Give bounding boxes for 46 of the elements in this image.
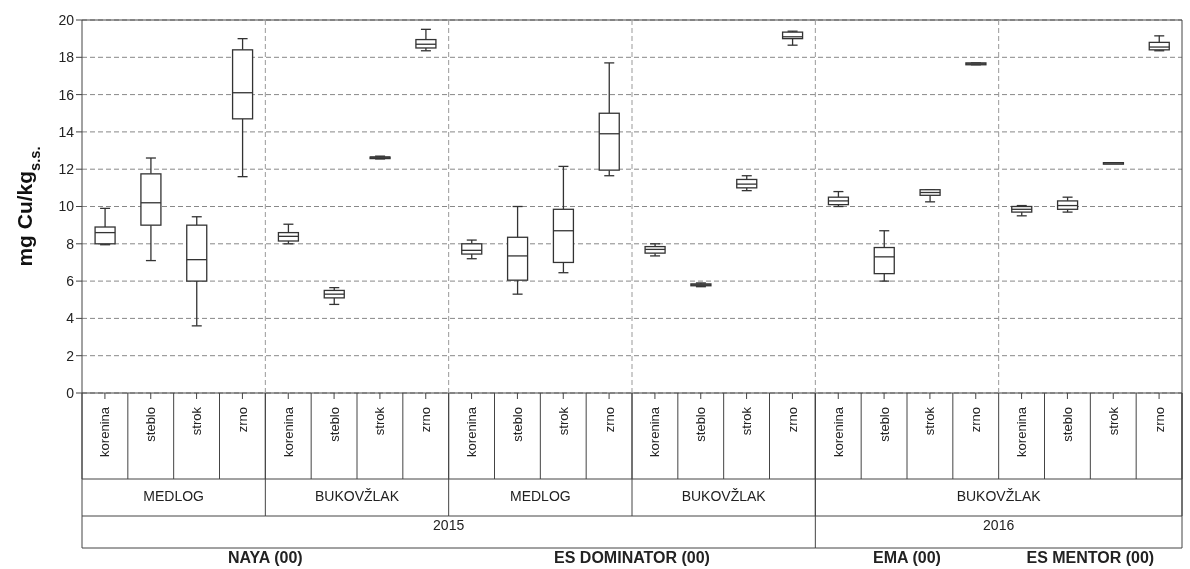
x-tick-label: strok [189, 406, 205, 436]
y-tick-label: 20 [58, 11, 75, 28]
text: BUKOVŽLAK [314, 488, 400, 504]
x-tick-label: zrno [601, 407, 617, 433]
text: MEDLOG [143, 488, 205, 504]
x-tick-label: zrno [234, 407, 250, 433]
text: BUKOVŽLAK [956, 488, 1042, 504]
x-tick-label: korenina [280, 406, 296, 457]
text: NAYA (00) [227, 549, 303, 566]
x-tick-label: strok [1105, 406, 1121, 436]
text: 2016 [983, 517, 1015, 533]
x-tick-label: korenina [830, 406, 846, 457]
y-tick-label: 0 [66, 384, 75, 401]
x-tick-label: steblo [326, 407, 342, 442]
x-tick-label: zrno [784, 407, 800, 433]
text: MEDLOG [509, 488, 571, 504]
y-tick-label: 18 [58, 49, 75, 66]
x-tick-label: korenina [1014, 406, 1030, 457]
x-tick-label: steblo [876, 407, 892, 442]
text: ES DOMINATOR (00) [554, 549, 710, 566]
x-tick-label: steblo [509, 407, 525, 442]
x-tick-label: zrno [968, 407, 984, 433]
y-tick-label: 10 [58, 198, 75, 215]
text: ES MENTOR (00) [1026, 549, 1155, 566]
x-tick-label: steblo [143, 407, 159, 442]
x-tick-label: strok [372, 406, 388, 436]
y-tick-label: 14 [58, 123, 75, 140]
y-tick-label: 6 [66, 273, 75, 290]
text: 2015 [433, 517, 465, 533]
y-tick-label: 2 [66, 347, 75, 364]
y-tick-label: 8 [66, 235, 75, 252]
text: EMA (00) [873, 549, 941, 566]
x-tick-label: korenina [647, 406, 663, 457]
x-tick-label: strok [555, 406, 571, 436]
y-tick-label: 12 [58, 161, 75, 178]
x-tick-label: steblo [1059, 407, 1075, 442]
x-tick-label: strok [739, 406, 755, 436]
x-tick-label: strok [922, 406, 938, 436]
x-tick-label: korenina [97, 406, 113, 457]
x-tick-label: zrno [1151, 407, 1167, 433]
x-tick-label: steblo [693, 407, 709, 442]
y-tick-label: 4 [66, 310, 75, 327]
y-tick-label: 16 [58, 86, 75, 103]
x-tick-label: korenina [464, 406, 480, 457]
x-tick-label: zrno [418, 407, 434, 433]
text: BUKOVŽLAK [681, 488, 767, 504]
